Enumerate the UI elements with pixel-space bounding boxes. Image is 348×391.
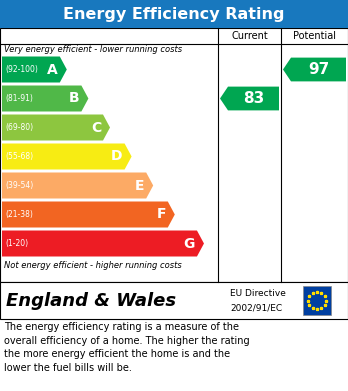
Bar xyxy=(0,282,348,319)
Text: Energy Efficiency Rating: Energy Efficiency Rating xyxy=(63,7,285,22)
Bar xyxy=(0,28,348,282)
Text: B: B xyxy=(69,91,79,106)
Polygon shape xyxy=(2,172,153,199)
Text: Potential: Potential xyxy=(293,31,336,41)
Text: (69-80): (69-80) xyxy=(5,123,33,132)
Text: The energy efficiency rating is a measure of the
overall efficiency of a home. T: The energy efficiency rating is a measur… xyxy=(4,322,250,373)
Text: Very energy efficient - lower running costs: Very energy efficient - lower running co… xyxy=(4,45,182,54)
Polygon shape xyxy=(2,57,67,83)
Text: Not energy efficient - higher running costs: Not energy efficient - higher running co… xyxy=(4,261,182,270)
Polygon shape xyxy=(283,57,346,81)
Text: Current: Current xyxy=(231,31,268,41)
Polygon shape xyxy=(2,231,204,256)
Text: (55-68): (55-68) xyxy=(5,152,33,161)
Text: E: E xyxy=(135,179,144,192)
Polygon shape xyxy=(2,86,88,111)
Text: F: F xyxy=(156,208,166,221)
Text: (39-54): (39-54) xyxy=(5,181,33,190)
Text: England & Wales: England & Wales xyxy=(6,292,176,310)
Text: (81-91): (81-91) xyxy=(5,94,33,103)
Text: EU Directive: EU Directive xyxy=(230,289,286,298)
Text: A: A xyxy=(47,63,58,77)
Text: G: G xyxy=(184,237,195,251)
Polygon shape xyxy=(2,201,175,228)
Polygon shape xyxy=(2,143,132,170)
Text: (21-38): (21-38) xyxy=(5,210,33,219)
Text: 2002/91/EC: 2002/91/EC xyxy=(230,303,282,312)
Bar xyxy=(0,0,348,28)
Polygon shape xyxy=(2,115,110,140)
Text: (1-20): (1-20) xyxy=(5,239,28,248)
Bar xyxy=(303,286,331,315)
Text: 97: 97 xyxy=(308,62,329,77)
Text: C: C xyxy=(91,120,101,135)
Text: 83: 83 xyxy=(243,91,264,106)
Text: (92-100): (92-100) xyxy=(5,65,38,74)
Text: D: D xyxy=(111,149,122,163)
Polygon shape xyxy=(220,87,279,110)
